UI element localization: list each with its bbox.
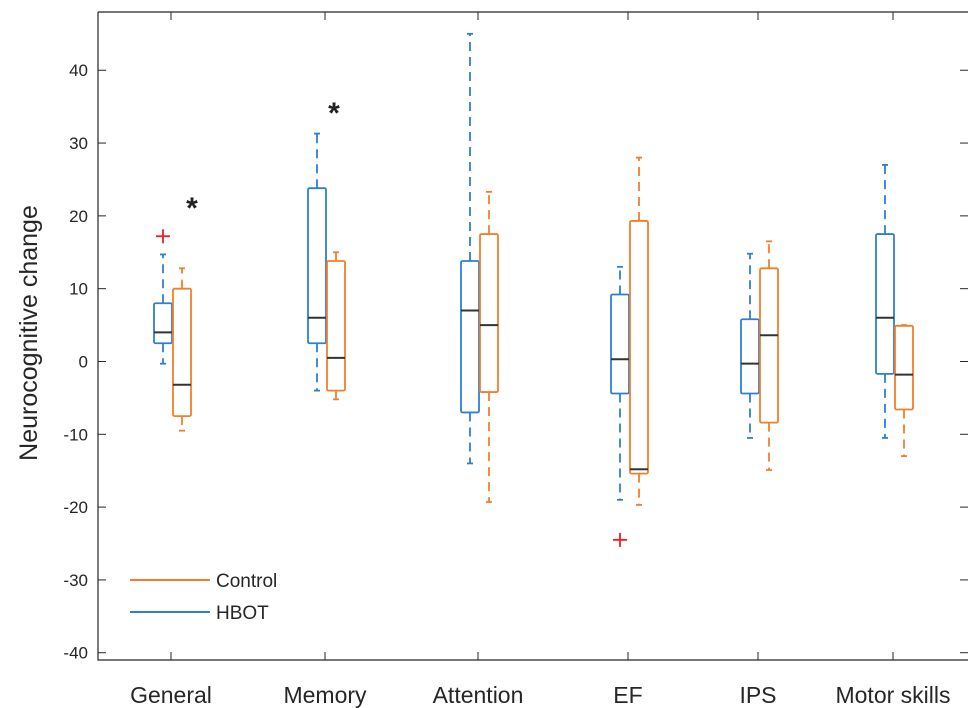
x-axis-labels: General Memory Attention EF IPS Motor skills — [130, 12, 951, 708]
box — [759, 267, 779, 424]
legend-label: HBOT — [216, 603, 269, 624]
significance-star: * — [328, 97, 340, 130]
box-group-hbot — [875, 163, 895, 439]
box — [307, 187, 327, 345]
box-group-hbot — [460, 32, 480, 465]
y-tick-label: -30 — [63, 571, 88, 590]
box-group-control — [759, 240, 779, 471]
box — [894, 324, 914, 411]
box — [875, 233, 895, 375]
y-tick-label: 30 — [69, 134, 88, 153]
y-axis-ticks: -40 -30 -20 -10 0 10 20 30 40 — [63, 61, 968, 663]
y-tick-label: 10 — [69, 280, 88, 299]
y-axis-label: Neurocognitive change — [15, 205, 43, 461]
y-tick-label: 0 — [79, 352, 88, 371]
plot-frame — [97, 11, 968, 661]
box-group-hbot — [610, 265, 630, 547]
y-tick-label: 20 — [69, 207, 88, 226]
box-group-control — [629, 156, 649, 506]
box — [153, 302, 173, 345]
box-group-hbot — [307, 132, 327, 392]
y-tick-label: 40 — [69, 61, 88, 80]
box — [172, 287, 192, 417]
box — [610, 293, 630, 395]
x-tick-label: General — [130, 682, 212, 708]
box — [629, 220, 649, 475]
y-tick-label: -10 — [63, 425, 88, 444]
x-tick-label: IPS — [739, 682, 776, 708]
box — [326, 260, 346, 392]
box-marks: ** — [153, 32, 914, 547]
x-tick-label: Attention — [433, 682, 524, 708]
box-group-control — [172, 267, 192, 432]
box-group-control — [479, 190, 499, 503]
x-tick-label: Motor skills — [835, 682, 950, 708]
box — [460, 260, 480, 414]
box-group-control — [326, 251, 346, 401]
legend: Control HBOT — [130, 571, 277, 624]
y-tick-label: -20 — [63, 498, 88, 517]
axis-line — [97, 12, 968, 661]
y-tick-label: -40 — [63, 644, 88, 663]
x-tick-label: Memory — [283, 682, 367, 708]
box-group-hbot — [740, 252, 760, 439]
legend-label: Control — [216, 571, 277, 592]
x-tick-label: EF — [613, 682, 642, 708]
box-group-hbot — [153, 229, 173, 365]
significance-star: * — [186, 192, 198, 225]
box — [740, 318, 760, 395]
box — [479, 233, 499, 393]
box-group-control — [894, 324, 914, 458]
